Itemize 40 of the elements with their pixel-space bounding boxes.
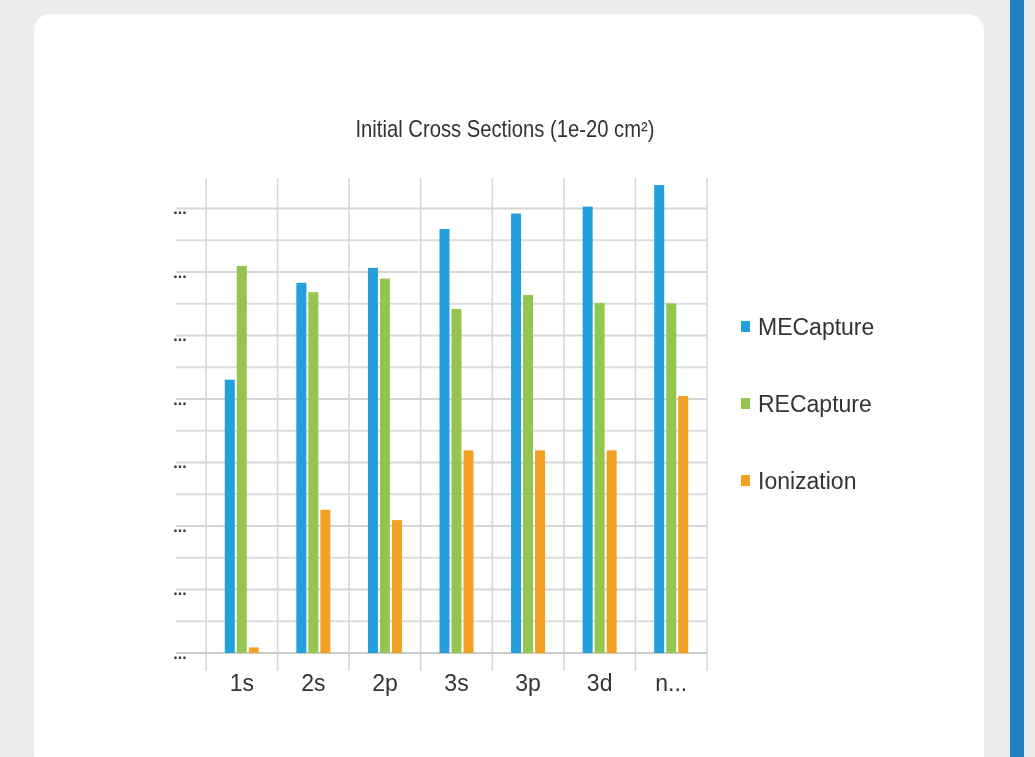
bar (606, 450, 617, 653)
bar (535, 450, 546, 653)
annotation: ... (173, 581, 187, 599)
x-tick-label: 2p (372, 670, 398, 696)
annotation: ... (173, 200, 187, 218)
annotation: ... (173, 390, 187, 408)
bar (582, 206, 593, 653)
bar (320, 509, 331, 653)
annotation: ... (173, 327, 187, 345)
bar (511, 213, 522, 653)
x-tick-label: n... (655, 670, 688, 696)
chart-title: Initial Cross Sections (1e-20 cm²) (355, 115, 655, 143)
bar (224, 379, 235, 653)
x-tick-label: 3p (515, 670, 541, 696)
bar (248, 647, 259, 653)
x-tick-label: 2s (301, 670, 326, 696)
annotation: ... (173, 263, 187, 281)
bar (367, 267, 378, 653)
bar (594, 302, 605, 653)
legend-label: Ionization (758, 468, 857, 495)
x-tick-label: 1s (229, 670, 254, 696)
bar (439, 228, 450, 653)
bar (654, 185, 665, 653)
bar (391, 520, 402, 653)
bar (666, 303, 677, 653)
x-tick-label: 3d (586, 670, 613, 696)
bar (463, 450, 474, 653)
annotation: ... (173, 454, 187, 472)
legend-label: MECapture (758, 314, 875, 341)
bar (296, 282, 307, 653)
bar (523, 294, 534, 653)
legend-label: RECapture (758, 391, 872, 418)
annotation: ... (173, 644, 187, 662)
annotation: ... (173, 517, 187, 535)
bar (308, 292, 319, 653)
bar (236, 265, 247, 653)
bar (678, 396, 689, 653)
x-tick-label: 3s (444, 670, 469, 696)
bar (451, 309, 462, 653)
bar (379, 278, 390, 653)
